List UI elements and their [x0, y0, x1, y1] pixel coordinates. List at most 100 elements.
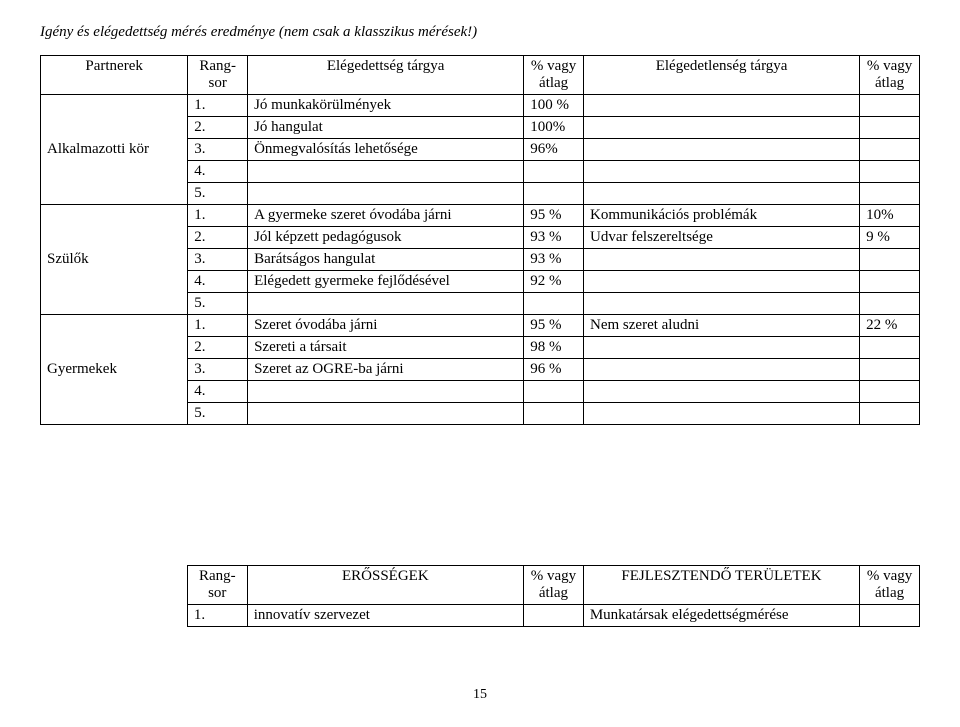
- cell-rank: 1.: [187, 605, 247, 627]
- cell-dispct: [860, 139, 920, 161]
- cell-dispct: [860, 95, 920, 117]
- cell-dis: [584, 161, 860, 183]
- cell-dis: [584, 293, 860, 315]
- cell-dis: [584, 271, 860, 293]
- cell-dispct: [860, 337, 920, 359]
- header-devpct: % vagy átlag: [860, 566, 920, 605]
- cell-sat: [248, 161, 524, 183]
- cell-satpct: 100%: [524, 117, 584, 139]
- cell-dis: [584, 117, 860, 139]
- header-rank: Rang-sor: [188, 56, 248, 95]
- cell-devpct: [860, 605, 920, 627]
- cell-dispct: 9 %: [860, 227, 920, 249]
- cell-strpct: [523, 605, 583, 627]
- cell-rank: 1.: [188, 315, 248, 337]
- cell-satpct: [524, 293, 584, 315]
- cell-str: innovatív szervezet: [247, 605, 523, 627]
- header-dissatisfaction: Elégedetlenség tárgya: [584, 56, 860, 95]
- cell-sat: Szereti a társait: [248, 337, 524, 359]
- cell-satpct: 95 %: [524, 205, 584, 227]
- cell-rank: 3.: [188, 249, 248, 271]
- cell-dis: [584, 95, 860, 117]
- cell-dis: [584, 403, 860, 425]
- cell-rank: 5.: [188, 403, 248, 425]
- cell-satpct: [524, 183, 584, 205]
- satisfaction-table: Partnerek Rang-sor Elégedettség tárgya %…: [40, 55, 920, 425]
- cell-dispct: [860, 271, 920, 293]
- cell-satpct: [524, 381, 584, 403]
- cell-rank: 4.: [188, 161, 248, 183]
- cell-dis: [584, 139, 860, 161]
- cell-dispct: [860, 183, 920, 205]
- cell-satpct: 96 %: [524, 359, 584, 381]
- cell-rank: 2.: [188, 337, 248, 359]
- cell-rank: 1.: [188, 95, 248, 117]
- cell-sat: Elégedett gyermeke fejlődésével: [248, 271, 524, 293]
- cell-dispct: [860, 117, 920, 139]
- cell-rank: 5.: [188, 183, 248, 205]
- header-develop: FEJLESZTENDŐ TERÜLETEK: [583, 566, 859, 605]
- cell-dis: [584, 359, 860, 381]
- cell-sat: Jó hangulat: [248, 117, 524, 139]
- header-rank2: Rang-sor: [187, 566, 247, 605]
- partner-cell: Gyermekek: [41, 315, 188, 425]
- cell-dis: [584, 183, 860, 205]
- cell-sat: Barátságos hangulat: [248, 249, 524, 271]
- strengths-table: Rang-sor ERŐSSÉGEK % vagy átlag FEJLESZT…: [40, 565, 920, 627]
- cell-dis: Kommunikációs problémák: [584, 205, 860, 227]
- cell-satpct: 95 %: [524, 315, 584, 337]
- cell-satpct: 93 %: [524, 227, 584, 249]
- cell-satpct: [524, 161, 584, 183]
- cell-rank: 3.: [188, 139, 248, 161]
- cell-rank: 2.: [188, 117, 248, 139]
- cell-satpct: 93 %: [524, 249, 584, 271]
- header-satpct: % vagy átlag: [524, 56, 584, 95]
- cell-dispct: 22 %: [860, 315, 920, 337]
- cell-dispct: [860, 381, 920, 403]
- cell-dispct: [860, 249, 920, 271]
- partner-cell: Alkalmazotti kör: [41, 95, 188, 205]
- cell-sat: Szeret az OGRE-ba járni: [248, 359, 524, 381]
- cell-sat: [248, 293, 524, 315]
- cell-dis: Udvar felszereltsége: [584, 227, 860, 249]
- cell-dispct: [860, 293, 920, 315]
- cell-rank: 1.: [188, 205, 248, 227]
- cell-satpct: 96%: [524, 139, 584, 161]
- cell-satpct: 92 %: [524, 271, 584, 293]
- cell-dis: [584, 337, 860, 359]
- header-satisfaction: Elégedettség tárgya: [248, 56, 524, 95]
- cell-sat: Jól képzett pedagógusok: [248, 227, 524, 249]
- blank-cell: [40, 605, 187, 627]
- cell-dev: Munkatársak elégedettségmérése: [583, 605, 859, 627]
- cell-rank: 3.: [188, 359, 248, 381]
- header-strengths: ERŐSSÉGEK: [247, 566, 523, 605]
- cell-sat: Szeret óvodába járni: [248, 315, 524, 337]
- cell-sat: [248, 403, 524, 425]
- cell-sat: Jó munkakörülmények: [248, 95, 524, 117]
- cell-dis: [584, 381, 860, 403]
- cell-sat: Önmegvalósítás lehetősége: [248, 139, 524, 161]
- cell-rank: 2.: [188, 227, 248, 249]
- cell-satpct: [524, 403, 584, 425]
- page-title: Igény és elégedettség mérés eredménye (n…: [40, 24, 920, 41]
- cell-dispct: [860, 161, 920, 183]
- blank-cell: [40, 566, 187, 605]
- cell-dispct: [860, 359, 920, 381]
- cell-sat: [248, 183, 524, 205]
- cell-satpct: 100 %: [524, 95, 584, 117]
- cell-rank: 4.: [188, 381, 248, 403]
- header-dispct: % vagy átlag: [860, 56, 920, 95]
- page-number: 15: [40, 687, 920, 703]
- cell-dispct: [860, 403, 920, 425]
- cell-dis: Nem szeret aludni: [584, 315, 860, 337]
- cell-rank: 4.: [188, 271, 248, 293]
- cell-sat: A gyermeke szeret óvodába járni: [248, 205, 524, 227]
- cell-dis: [584, 249, 860, 271]
- partner-cell: Szülők: [41, 205, 188, 315]
- cell-dispct: 10%: [860, 205, 920, 227]
- header-strpct: % vagy átlag: [523, 566, 583, 605]
- cell-rank: 5.: [188, 293, 248, 315]
- header-partner: Partnerek: [41, 56, 188, 95]
- cell-sat: [248, 381, 524, 403]
- cell-satpct: 98 %: [524, 337, 584, 359]
